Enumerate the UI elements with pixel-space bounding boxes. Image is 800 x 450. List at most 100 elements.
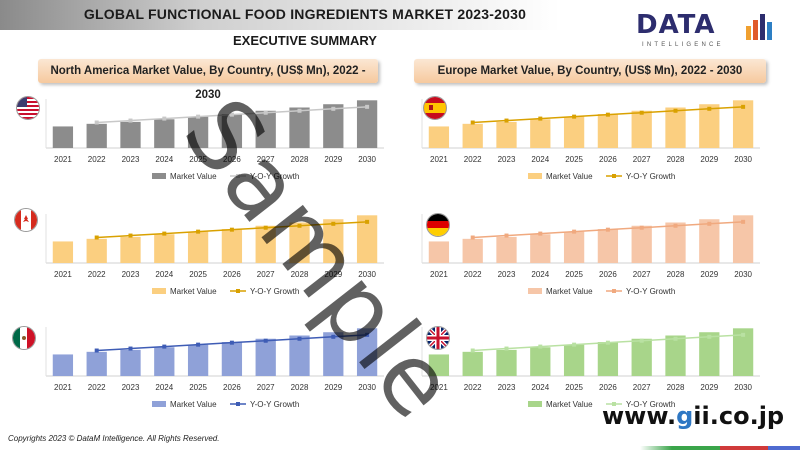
- yoy-point: [538, 116, 543, 121]
- yoy-point: [504, 118, 509, 123]
- yoy-point: [263, 110, 268, 115]
- x-tick-label: 2025: [189, 270, 207, 279]
- bar-2028: [665, 222, 686, 263]
- yoy-point: [741, 332, 746, 337]
- x-tick-label: 2022: [464, 270, 482, 279]
- x-tick-label: 2023: [498, 383, 516, 392]
- x-tick-label: 2028: [291, 270, 309, 279]
- bar-2023: [120, 236, 141, 263]
- bar-2023: [120, 349, 141, 376]
- bar-2028: [289, 335, 310, 376]
- spain-market-chart: 2021 2022 2023 2024 2025 2026 2027 2028 2029 2030…: [421, 99, 760, 181]
- x-tick-label: 2025: [565, 155, 583, 164]
- footer-color-strip: [0, 446, 800, 450]
- europe-panel-title: Europe Market Value, By Country, (US$ Mn…: [414, 59, 766, 83]
- x-tick-label: 2026: [223, 155, 241, 164]
- bar-2027: [255, 338, 276, 376]
- bar-2023: [496, 349, 517, 376]
- uk-flag-icon: [426, 326, 450, 350]
- yoy-point: [365, 219, 370, 224]
- yoy-point: [229, 340, 234, 345]
- legend-market-value-label: Market Value: [546, 400, 593, 409]
- bar-2027: [255, 225, 276, 263]
- x-tick-label: 2028: [667, 270, 685, 279]
- yoy-point: [605, 227, 610, 232]
- legend-yoy-label: Y-O-Y Growth: [626, 287, 675, 296]
- site-rest: ii.co.jp: [693, 402, 785, 430]
- x-tick-label: 2027: [257, 155, 275, 164]
- bar-2026: [597, 114, 619, 148]
- yoy-point: [94, 235, 99, 240]
- north-america-panel-title: North America Market Value, By Country, …: [38, 59, 378, 101]
- x-tick-label: 2023: [122, 155, 140, 164]
- bar-2023: [120, 121, 141, 148]
- legend-market-value-swatch: [528, 173, 542, 179]
- yoy-point: [331, 106, 336, 111]
- x-tick-label: 2023: [498, 155, 516, 164]
- logo-subtext: INTELLIGENCE: [642, 42, 724, 48]
- yoy-point: [538, 231, 543, 236]
- bar-2026: [221, 229, 243, 263]
- legend-yoy-marker: [236, 289, 240, 293]
- x-tick-label: 2023: [498, 270, 516, 279]
- yoy-point: [741, 219, 746, 224]
- bar-2024: [154, 347, 175, 376]
- page-title: GLOBAL FUNCTIONAL FOOD INGREDIENTS MARKE…: [83, 6, 527, 22]
- legend-yoy-label: Y-O-Y Growth: [626, 172, 675, 181]
- legend-market-value-swatch: [528, 288, 542, 294]
- yoy-point: [229, 227, 234, 232]
- yoy-point: [229, 112, 234, 117]
- bar-2022: [86, 123, 107, 148]
- x-tick-label: 2025: [565, 270, 583, 279]
- legend-market-value-label: Market Value: [546, 287, 593, 296]
- x-tick-label: 2029: [324, 270, 342, 279]
- bar-2021: [428, 354, 450, 376]
- yoy-point: [365, 332, 370, 337]
- datam-logo: DATA INTELLIGENCE: [636, 6, 786, 56]
- bar-2021: [52, 126, 74, 148]
- bar-2023: [496, 236, 517, 263]
- yoy-point: [639, 110, 644, 115]
- x-tick-label: 2028: [291, 383, 309, 392]
- bar-2022: [86, 238, 107, 263]
- x-tick-label: 2024: [155, 383, 173, 392]
- bar-2026: [221, 342, 243, 376]
- bar-2030: [732, 215, 754, 263]
- logo-text: DATA: [636, 10, 716, 40]
- x-tick-label: 2021: [430, 270, 448, 279]
- x-tick-label: 2021: [54, 270, 72, 279]
- yoy-point: [572, 342, 577, 347]
- x-tick-label: 2026: [223, 383, 241, 392]
- yoy-point: [504, 233, 509, 238]
- bar-2025: [563, 116, 585, 148]
- bar-2028: [289, 107, 310, 148]
- yoy-point: [196, 342, 201, 347]
- x-tick-label: 2030: [734, 383, 752, 392]
- legend-yoy-marker: [612, 289, 616, 293]
- bar-2027: [255, 110, 276, 148]
- yoy-point: [639, 338, 644, 343]
- x-tick-label: 2027: [257, 270, 275, 279]
- x-tick-label: 2022: [464, 383, 482, 392]
- legend-market-value-label: Market Value: [170, 400, 217, 409]
- spain-flag-icon: [423, 96, 447, 120]
- x-tick-label: 2021: [430, 155, 448, 164]
- x-tick-label: 2028: [667, 155, 685, 164]
- x-tick-label: 2024: [531, 270, 549, 279]
- yoy-point: [470, 348, 475, 353]
- bar-2025: [563, 344, 585, 376]
- yoy-point: [572, 114, 577, 119]
- bar-2029: [699, 332, 720, 376]
- yoy-point: [538, 344, 543, 349]
- bar-2030: [356, 215, 378, 263]
- bar-2024: [154, 234, 175, 263]
- page-subtitle: EXECUTIVE SUMMARY: [233, 33, 377, 48]
- yoy-point: [297, 336, 302, 341]
- yoy-point: [470, 120, 475, 125]
- bar-2025: [563, 231, 585, 263]
- site-prefix: www.: [602, 402, 677, 430]
- legend-yoy-label: Y-O-Y Growth: [250, 400, 299, 409]
- usa-flag-icon: [16, 96, 40, 120]
- x-tick-label: 2021: [54, 383, 72, 392]
- bar-2030: [356, 100, 378, 148]
